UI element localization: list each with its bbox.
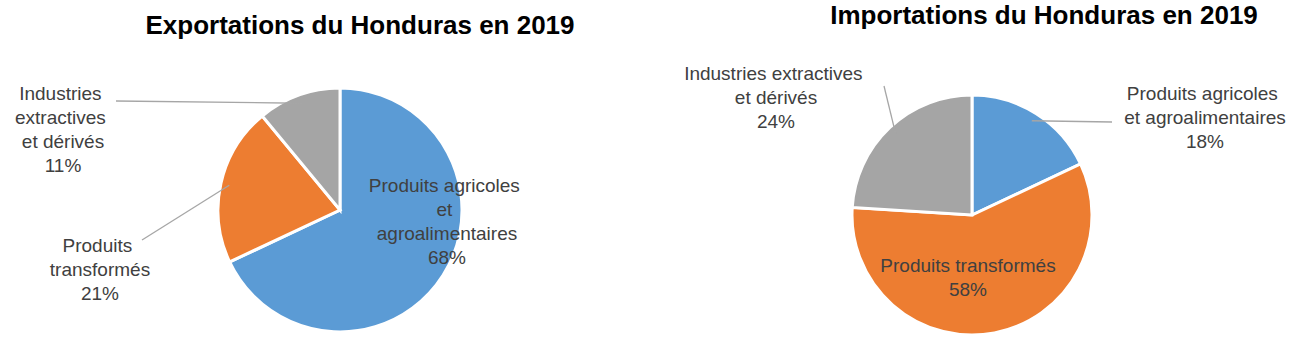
chart-title: Exportations du Honduras en 2019 (145, 10, 574, 40)
slice-value: 21% (81, 283, 119, 304)
slice-label: Produits transformés (50, 235, 150, 280)
slice-value: 11% (45, 155, 82, 176)
slice-label: Industries extractives et dérivés (684, 63, 868, 108)
slice-label: Produits agricoles et agroalimentaires (1124, 83, 1286, 128)
leader-line (116, 101, 302, 103)
pie-chart: Exportations du Honduras en 2019 Produits… (15, 10, 575, 332)
slice-label: Industries extractives et dérivés (15, 83, 111, 152)
slice-label: Produits transformés (880, 255, 1055, 276)
pie-slice (262, 88, 340, 210)
chart-title: Importations du Honduras en 2019 (830, 0, 1258, 30)
slices (218, 88, 462, 332)
slice-label: Produits agricoles et agroalimentaires (369, 175, 525, 244)
slice-value: 68% (428, 247, 466, 268)
pie-slice (852, 95, 972, 215)
slice-value: 58% (949, 279, 987, 300)
canvas: Exportations du Honduras en 2019 Produits… (0, 0, 1308, 341)
slice-value: 24% (757, 111, 795, 132)
pie-chart: Importations du Honduras en 2019 Produits… (684, 0, 1286, 335)
leader-line (142, 185, 229, 240)
leader-line (884, 86, 896, 134)
slices (852, 95, 1092, 335)
slice-value: 18% (1186, 131, 1224, 152)
leader-line (1032, 121, 1112, 122)
